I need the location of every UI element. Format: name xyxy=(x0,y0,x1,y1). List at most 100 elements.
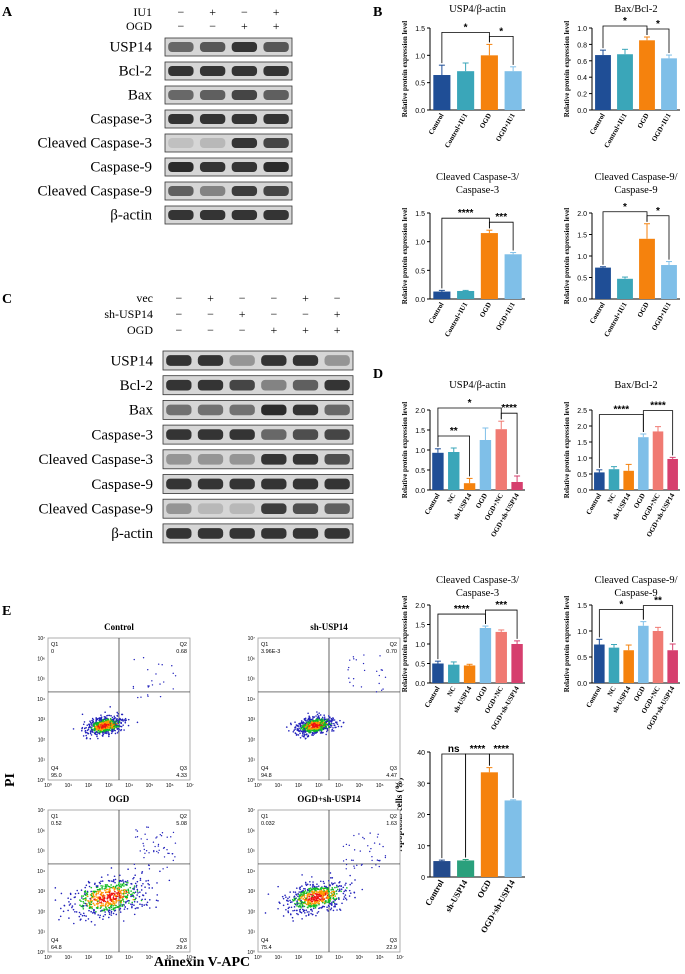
flow-dot xyxy=(309,723,312,726)
flow-dot xyxy=(308,887,310,890)
flow-dot xyxy=(113,889,115,891)
flow-dot xyxy=(145,903,148,906)
flow-dot xyxy=(104,729,107,732)
flow-dot xyxy=(304,890,307,892)
flow-dot xyxy=(292,909,294,912)
flow-dot xyxy=(105,888,108,891)
flow-dot xyxy=(132,685,135,688)
flow-dot xyxy=(119,892,121,895)
flow-dot xyxy=(60,892,63,895)
flow-dot xyxy=(371,859,373,862)
blot-band xyxy=(263,113,289,125)
panel-letter-a: A xyxy=(2,5,13,20)
flow-dot xyxy=(83,914,86,917)
flow-dot xyxy=(133,885,136,887)
flow-dot xyxy=(334,726,336,729)
quadrant-label: Q4 xyxy=(261,938,268,944)
flow-dot xyxy=(367,845,369,847)
flow-dot xyxy=(327,910,329,912)
flow-dot xyxy=(120,896,123,899)
flow-dot xyxy=(314,725,316,728)
category-label: NC xyxy=(445,492,457,505)
flow-dot xyxy=(317,723,320,725)
bar xyxy=(595,55,611,110)
blot-band xyxy=(166,379,192,391)
flow-dot xyxy=(101,888,103,890)
flow-dot xyxy=(107,885,110,888)
flow-dot xyxy=(311,729,314,732)
flow-dot xyxy=(93,898,96,901)
flow-dot xyxy=(103,727,105,730)
flow-x-axis-label: Annexin V-APC xyxy=(154,955,250,970)
flow-dot xyxy=(100,729,103,731)
flow-dot xyxy=(118,887,121,889)
bar xyxy=(617,278,633,299)
bar xyxy=(433,861,451,877)
bar xyxy=(457,860,475,877)
flow-dot xyxy=(304,723,306,726)
flow-dot xyxy=(167,852,169,855)
flow-dot xyxy=(156,882,158,884)
significance-bracket xyxy=(646,28,670,54)
blot-band xyxy=(324,478,350,490)
flow-dot xyxy=(330,907,333,910)
flow-y-tick-label: 10¹ xyxy=(38,930,46,936)
flow-dot xyxy=(90,899,92,901)
bar xyxy=(608,469,620,490)
bar xyxy=(638,437,649,490)
flow-dot xyxy=(89,737,92,740)
flow-y-tick-label: 10⁵ xyxy=(247,677,255,683)
flow-dot xyxy=(134,882,137,885)
flow-dot xyxy=(133,658,135,661)
y-tick-label: 1.5 xyxy=(415,211,425,218)
flow-dot xyxy=(345,868,347,870)
flow-dot xyxy=(75,911,78,913)
flow-dot xyxy=(104,887,107,890)
flow-dot xyxy=(323,885,326,888)
blot-band xyxy=(263,185,289,197)
flow-dot xyxy=(174,856,176,858)
flow-dot xyxy=(99,905,102,907)
blot-band xyxy=(229,379,255,391)
flow-dot xyxy=(117,712,119,715)
flow-dot xyxy=(104,911,106,913)
quadrant-label: Q4 xyxy=(261,766,268,772)
flow-dot xyxy=(294,891,297,893)
flow-dot xyxy=(323,890,325,892)
flow-dot xyxy=(353,658,355,660)
flow-dot xyxy=(301,903,303,905)
flow-dot xyxy=(159,683,161,685)
y-tick-label: 2.0 xyxy=(577,424,587,431)
significance-label: **** xyxy=(650,401,666,412)
bar xyxy=(652,631,664,683)
flow-dot xyxy=(79,913,82,916)
flow-dot xyxy=(124,883,127,886)
flow-dot xyxy=(309,908,312,911)
flow-dot xyxy=(139,891,141,893)
bar xyxy=(652,431,664,490)
bar xyxy=(479,440,492,490)
flow-dot xyxy=(282,915,285,917)
flow-dot xyxy=(120,722,123,725)
flow-dot xyxy=(116,711,119,714)
flow-dot xyxy=(158,849,160,851)
flow-dot xyxy=(123,890,126,893)
flow-dot xyxy=(102,894,105,896)
flow-dot xyxy=(326,891,329,894)
flow-dot xyxy=(143,904,146,906)
flow-dot xyxy=(130,893,132,896)
flow-dot xyxy=(125,890,128,893)
flow-x-tick-label: 10⁰ xyxy=(254,955,262,961)
flow-dot xyxy=(114,907,117,909)
significance-bracket xyxy=(488,221,514,251)
flow-dot xyxy=(123,889,125,891)
flow-dot xyxy=(122,879,124,881)
flow-dot xyxy=(314,893,317,895)
blot-band xyxy=(261,404,287,416)
blot-band xyxy=(324,379,350,391)
blot-strip xyxy=(164,37,293,57)
flow-y-tick-label: 10⁵ xyxy=(37,677,45,683)
flow-dot xyxy=(356,864,358,867)
quadrant-label: Q2 xyxy=(390,814,397,820)
significance-label: ** xyxy=(450,426,458,437)
